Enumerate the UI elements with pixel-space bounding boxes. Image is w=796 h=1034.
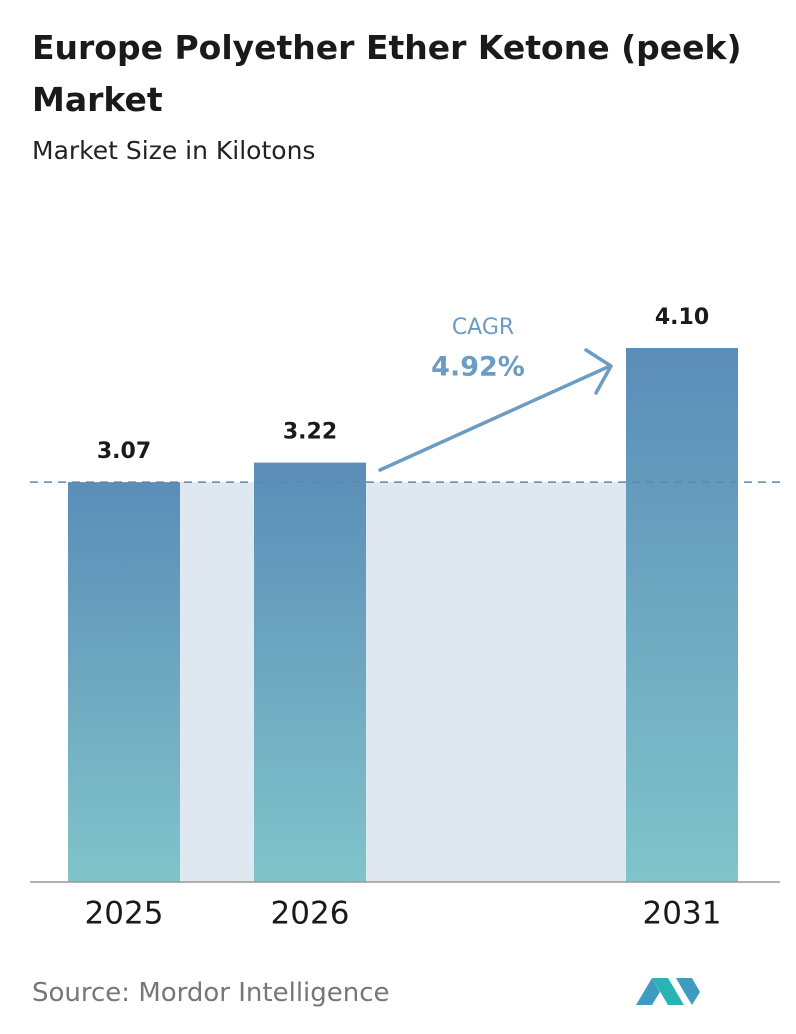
cagr-arrow	[378, 364, 612, 472]
value-label: 3.07	[97, 439, 151, 464]
bar	[254, 462, 366, 882]
cagr-label: CAGR	[452, 315, 514, 340]
value-label: 3.22	[283, 420, 337, 445]
cagr-arrow-head	[584, 348, 613, 395]
source: Source: Mordor Intelligence	[32, 978, 390, 1008]
x-tick-label: 2025	[85, 896, 164, 932]
cagr-value: 4.92%	[431, 352, 525, 383]
value-label: 4.10	[655, 305, 709, 330]
chart-title: Europe Polyether Ether Ketone (peek) Mar…	[32, 28, 742, 119]
bar	[626, 348, 738, 882]
logo	[636, 978, 700, 1005]
x-tick-label: 2031	[643, 896, 722, 932]
bar	[68, 482, 180, 882]
chart-subtitle: Market Size in Kilotons	[32, 136, 316, 165]
x-tick-label: 2026	[271, 896, 350, 932]
